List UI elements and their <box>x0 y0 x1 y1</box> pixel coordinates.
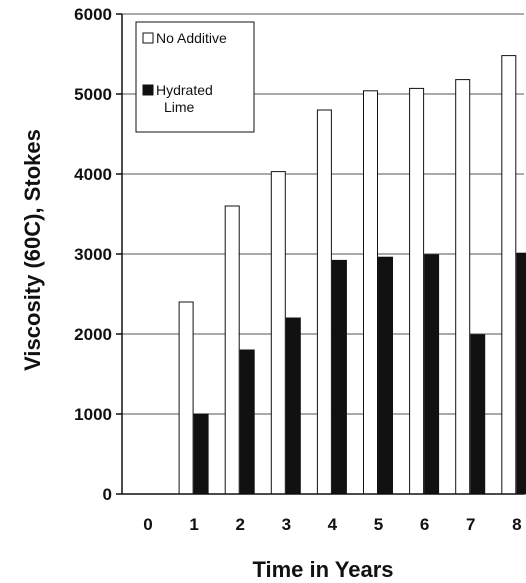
x-tick-labels: 0 1 2 3 4 5 6 7 8 <box>143 515 521 534</box>
y-tick-label: 6000 <box>74 5 112 24</box>
x-tick-label: 5 <box>374 515 383 534</box>
x-tick-label: 4 <box>328 515 338 534</box>
x-tick-label: 7 <box>466 515 475 534</box>
bar-no-additive <box>501 55 517 495</box>
bar-no-additive <box>316 109 332 495</box>
bar-no-additive <box>363 90 378 495</box>
bars <box>178 55 526 495</box>
bar-no-additive <box>409 87 425 495</box>
x-tick-label: 3 <box>282 515 291 534</box>
legend-swatch-hydrated-lime <box>142 84 154 96</box>
x-axis-title: Time in Years <box>252 557 393 582</box>
x-tick-label: 8 <box>512 515 521 534</box>
y-tick-label: 5000 <box>74 85 112 104</box>
legend-label-no-additive: No Additive <box>156 30 227 46</box>
bar-no-additive <box>455 79 471 495</box>
legend-swatch-no-additive <box>142 32 154 44</box>
bar-hydrated-lime <box>424 254 440 495</box>
y-tick-label: 0 <box>103 485 112 504</box>
bar-no-additive <box>270 171 286 495</box>
bar-hydrated-lime <box>239 349 255 495</box>
y-tick-label: 2000 <box>74 325 112 344</box>
bar-hydrated-lime <box>470 334 486 495</box>
bar-hydrated-lime <box>285 317 301 495</box>
legend-box <box>135 21 255 133</box>
bar-no-additive <box>178 301 194 495</box>
x-tick-label: 6 <box>420 515 429 534</box>
x-tick-label: 0 <box>143 515 152 534</box>
y-axis-title: Viscosity (60C), Stokes <box>20 129 45 371</box>
legend: No Additive Hydrated Lime <box>135 21 255 133</box>
bar-hydrated-lime <box>378 256 393 495</box>
bar-no-additive <box>224 205 240 495</box>
x-tick-label: 2 <box>235 515 244 534</box>
bar-hydrated-lime <box>193 413 209 495</box>
bar-hydrated-lime <box>516 252 526 495</box>
y-tick-labels: 0 1000 2000 3000 4000 5000 6000 <box>74 5 122 504</box>
bar-hydrated-lime <box>331 259 347 495</box>
y-tick-label: 3000 <box>74 245 112 264</box>
legend-label-hydrated-lime: Hydrated Lime <box>156 82 217 115</box>
y-tick-label: 1000 <box>74 405 112 424</box>
y-tick-label: 4000 <box>74 165 112 184</box>
x-tick-label: 1 <box>189 515 198 534</box>
